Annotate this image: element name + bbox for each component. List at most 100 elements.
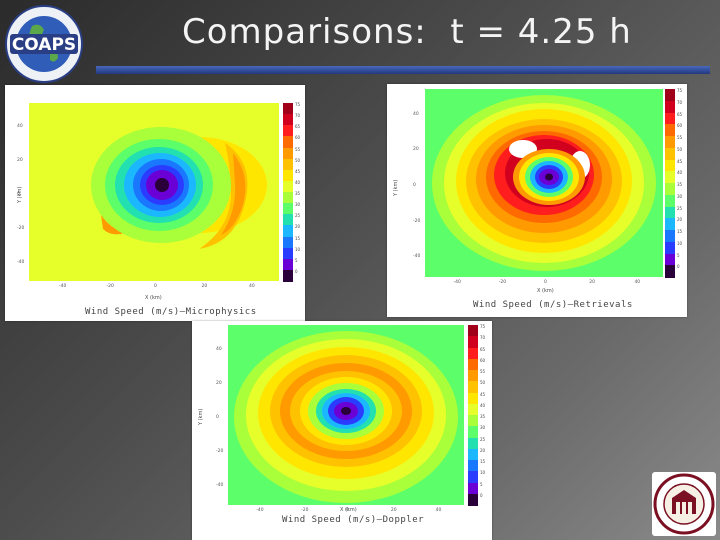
colorbar-segment [665,124,675,137]
x-tick-label: -20 [106,284,114,289]
xlabel-doppler: X (km) [340,507,357,513]
x-tick-label: 0 [154,284,157,289]
fsu-seal [652,472,716,536]
colorbar-tick-label: 5 [295,257,298,263]
colorbar-segment [283,158,293,171]
colorbar-microphysics: 75 70 65 60 55 50 45 40 35 30 25 20 15 10 5 0 [283,103,300,282]
colorbar-segment [665,136,675,149]
y-tick-label: 40 [216,346,222,352]
colorbar-segment [283,169,293,182]
colorbar-tick-label: 0 [295,268,298,274]
colorbar-segment [468,336,478,348]
colorbar-tick-label: 35 [480,414,486,419]
colorbar-tick-label: 70 [677,99,683,105]
colorbar-tick-label: 25 [295,213,301,219]
colorbar-segment [468,460,478,472]
colorbar-tick-label: 0 [677,264,680,270]
colorbar-tick-label: 75 [677,88,683,93]
contour-plot-doppler [228,325,464,505]
colorbar-segment [665,194,675,207]
colorbar-segment [283,103,293,115]
x-tick-label: 40 [249,284,255,289]
colorbar-tick-label: 30 [677,193,683,199]
colorbar-tick-label: 10 [295,246,301,252]
xlabel-microphysics: X (km) [145,295,162,301]
colorbar-segment [665,218,675,231]
colorbar-tick-label: 65 [480,346,486,352]
x-tick-label: 20 [201,284,208,289]
colorbar-segment [468,482,478,495]
colorbar-tick-label: 0 [480,492,483,498]
colorbar-segment [468,392,478,405]
colorbar-tick-label: 15 [480,459,486,464]
colorbar-segment [468,426,478,438]
x-tick-label: -40 [59,284,67,289]
y-tick-label: 0 [17,192,20,197]
x-tick-label: 0 [544,280,547,285]
colorbar-tick-label: 40 [295,179,301,185]
colorbar-tick-label: 75 [295,102,301,107]
colorbar-tick-label: 55 [295,146,301,152]
colorbar-segment [665,171,675,184]
colorbar-doppler: 75 70 65 60 55 50 45 40 35 30 25 20 15 10 5 0 [468,325,485,506]
colorbar-tick-label: 60 [295,135,301,141]
panel-microphysics: 75 70 65 60 55 50 45 40 35 30 25 20 15 10 5 0 Wind Spee… [5,85,305,321]
colorbar-segment [665,159,675,172]
colorbar-segment [283,114,293,126]
colorbar-tick-label: 50 [295,157,301,163]
x-tick-label: 20 [390,508,397,513]
y-tick-label: 20 [413,147,419,153]
x-tick-label: -20 [301,508,309,513]
panel-doppler: 75 70 65 60 55 50 45 40 35 30 25 20 15 10 5 0 Wind Spee… [192,321,492,540]
colorbar-segment [283,136,293,148]
xlabel-retrievals: X (km) [537,288,554,294]
colorbar-segment [665,230,675,243]
y-tick-label: 40 [17,124,23,130]
y-tick-label: 20 [17,158,23,164]
colorbar-segment [665,253,675,266]
colorbar-segment [468,381,478,393]
colorbar-tick-label: 65 [295,124,301,130]
colorbar-tick-label: 60 [677,123,683,129]
colorbar-segment [665,183,675,196]
colorbar-segment [468,358,478,371]
colorbar-retrievals: 75 70 65 60 55 50 45 40 35 30 25 20 15 10 5 0 [665,89,682,278]
colorbar-segment [468,437,478,450]
colorbar-tick-label: 20 [295,224,301,230]
ylabel-doppler: Y (km) [198,408,204,425]
colorbar-segment [665,100,675,113]
colorbar-segment [283,214,293,226]
colorbar-segment [468,347,478,360]
caption-doppler: Wind Speed (m/s)—Doppler [282,515,425,525]
y-tick-label: -40 [413,254,421,260]
colorbar-segment [283,125,293,137]
colorbar-tick-label: 70 [295,113,301,119]
x-tick-label: -20 [498,280,507,285]
colorbar-tick-label: 5 [480,481,483,487]
colorbar-tick-label: 10 [677,240,683,246]
colorbar-tick-label: 50 [480,380,486,386]
colorbar-tick-label: 15 [677,229,683,234]
y-tick-label: -40 [17,259,25,265]
colorbar-segment [468,471,478,483]
colorbar-segment [283,236,293,249]
colorbar-segment [283,247,293,260]
contour-plot-retrievals [425,89,663,277]
colorbar-segment [665,147,675,160]
colorbar-segment [283,203,293,215]
y-tick-label: -20 [413,218,421,224]
y-tick-label: -20 [17,225,25,231]
coaps-logo-text: COAPS [12,35,76,55]
colorbar-tick-label: 70 [480,335,486,341]
colorbar-tick-label: 40 [677,170,683,176]
contour-plot-microphysics [29,103,279,281]
colorbar-tick-label: 65 [677,111,683,117]
colorbar-tick-label: 40 [480,402,486,408]
colorbar-segment [665,206,675,219]
slide-title: Comparisons: t = 4.25 h [182,12,632,52]
x-tick-label: 20 [589,280,595,285]
x-tick-label: 40 [435,508,442,513]
colorbar-segment [665,89,675,102]
colorbar-tick-label: 55 [480,369,486,374]
colorbar-segment [283,269,293,282]
